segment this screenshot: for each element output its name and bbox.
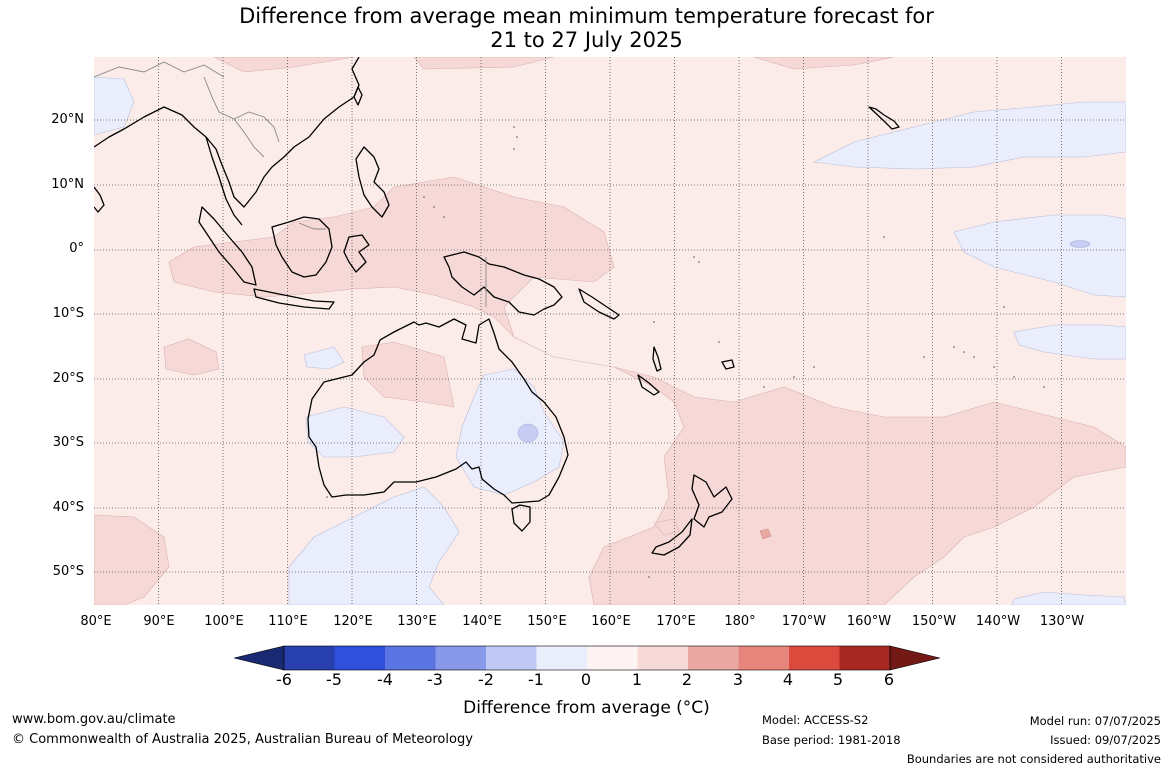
colorbar-swatch xyxy=(738,646,789,670)
lon-label: 140°E xyxy=(462,614,502,629)
boundaries-disclaimer: Boundaries are not considered authoritat… xyxy=(906,752,1161,766)
base-period: Base period: 1981-2018 xyxy=(762,733,901,747)
philippines-coastline xyxy=(355,146,390,218)
lon-label: 130°W xyxy=(1039,614,1085,629)
warm-spot xyxy=(759,528,772,540)
colorbar-swatch xyxy=(839,646,890,670)
solomon-islands-coastline xyxy=(578,288,620,320)
colorbar-tick: -3 xyxy=(427,670,443,689)
colorbar-tick: -2 xyxy=(478,670,494,689)
lon-label: 120°E xyxy=(333,614,373,629)
new-caledonia-coastline xyxy=(637,374,660,396)
australia-coastline xyxy=(307,318,569,504)
lon-label: 80°E xyxy=(80,614,112,629)
colorbar-tick: -5 xyxy=(326,670,342,689)
sulawesi-coastline xyxy=(343,234,370,273)
lat-label-50s: 50°S xyxy=(52,564,84,579)
colorbar-swatch xyxy=(435,646,486,670)
new-zealand-south-coastline xyxy=(651,518,693,556)
lon-label: 110°E xyxy=(268,614,308,629)
colorbar-arrow-high xyxy=(889,645,940,671)
issued-date: Issued: 09/07/2025 xyxy=(1050,733,1161,747)
malay-peninsula-coastline xyxy=(205,136,243,226)
taiwan-coastline xyxy=(353,86,363,106)
colorbar-swatch xyxy=(334,646,385,670)
new-guinea-coastline xyxy=(443,251,563,316)
lat-label-10s: 10°S xyxy=(52,306,84,321)
colorbar-swatch xyxy=(284,646,335,670)
asia-mainland-coastline xyxy=(94,57,360,208)
lat-label-10n: 10°N xyxy=(51,177,84,192)
lon-label: 100°E xyxy=(204,614,244,629)
colorbar-label: Difference from average (°C) xyxy=(463,698,710,718)
lat-label-20s: 20°S xyxy=(52,371,84,386)
lon-label: 150°W xyxy=(911,614,957,629)
map-title-line1: Difference from average mean minimum tem… xyxy=(239,4,934,28)
new-zealand-north-coastline xyxy=(691,474,733,528)
colorbar-tick: 6 xyxy=(883,670,895,689)
warm-anomaly-regions xyxy=(94,57,1126,605)
colorbar-swatch xyxy=(587,646,638,670)
colorbar-tick: 4 xyxy=(782,670,794,689)
colorbar-tick: 5 xyxy=(832,670,844,689)
colorbar-arrow-low xyxy=(234,645,285,671)
lon-label: 150°E xyxy=(527,614,567,629)
colorbar-tick: -4 xyxy=(377,670,393,689)
colorbar-swatch xyxy=(536,646,587,670)
forecast-map[interactable] xyxy=(94,57,1126,605)
hawaii-coastline xyxy=(868,106,900,130)
lat-label-0: 0° xyxy=(69,241,84,256)
tasmania-coastline xyxy=(511,504,531,532)
lon-label: 180° xyxy=(724,614,756,629)
model-name: Model: ACCESS-S2 xyxy=(762,713,869,727)
lon-label: 170°E xyxy=(656,614,696,629)
coastlines xyxy=(94,57,900,556)
colorbar-tick: 2 xyxy=(681,670,693,689)
colorbar-outline xyxy=(283,645,891,671)
colorbar-swatch xyxy=(486,646,537,670)
lon-label: 140°W xyxy=(975,614,1021,629)
java-coastline xyxy=(253,288,335,310)
colorbar-swatch xyxy=(637,646,688,670)
borneo-coastline xyxy=(271,216,333,278)
graticule xyxy=(94,57,1126,605)
website-link[interactable]: www.bom.gov.au/climate xyxy=(12,712,176,727)
copyright-text: © Commonwealth of Australia 2025, Austra… xyxy=(12,732,473,747)
lat-label-30s: 30°S xyxy=(52,435,84,450)
map-title-line2: 21 to 27 July 2025 xyxy=(490,28,683,52)
fiji-coastline xyxy=(721,359,735,370)
colorbar-tick: 0 xyxy=(580,670,592,689)
colorbar-tick: 1 xyxy=(631,670,643,689)
lon-label: 170°W xyxy=(781,614,827,629)
lon-label: 90°E xyxy=(143,614,175,629)
cool-anomaly-regions xyxy=(94,76,1126,605)
vanuatu-coastline xyxy=(652,346,662,372)
colorbar-tick: 3 xyxy=(732,670,744,689)
lon-label: 130°E xyxy=(397,614,437,629)
lat-label-40s: 40°S xyxy=(52,500,84,515)
country-borders xyxy=(94,61,487,307)
colorbar xyxy=(234,645,940,671)
colorbar-tick: -6 xyxy=(276,670,292,689)
lon-label: 160°W xyxy=(846,614,892,629)
colorbar-swatch xyxy=(385,646,436,670)
lon-label: 160°E xyxy=(591,614,631,629)
sri-lanka-coastline xyxy=(94,186,105,213)
pacific-islands xyxy=(326,126,1045,578)
cooler-anomaly-regions xyxy=(517,240,1091,443)
colorbar-tick: -1 xyxy=(528,670,544,689)
colorbar-swatch xyxy=(688,646,739,670)
lat-label-20n: 20°N xyxy=(51,112,84,127)
model-run-date: Model run: 07/07/2025 xyxy=(1029,714,1161,728)
sumatra-coastline xyxy=(198,206,257,286)
colorbar-swatch xyxy=(789,646,840,670)
